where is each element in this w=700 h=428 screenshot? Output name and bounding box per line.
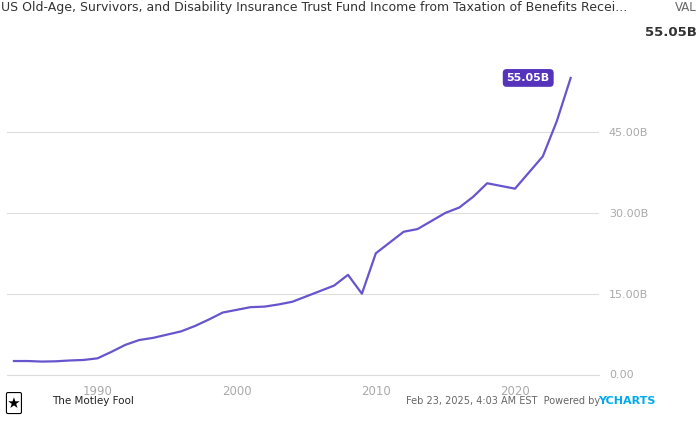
Text: VAL: VAL (675, 1, 696, 14)
Text: 55.05B: 55.05B (507, 73, 550, 83)
Text: US Old-Age, Survivors, and Disability Insurance Trust Fund Income from Taxation : US Old-Age, Survivors, and Disability In… (1, 1, 628, 14)
Text: The Motley Fool: The Motley Fool (52, 396, 134, 406)
Text: YCHARTS: YCHARTS (598, 396, 656, 406)
Text: 🃏: 🃏 (4, 392, 24, 414)
Text: Feb 23, 2025, 4:03 AM EST  Powered by: Feb 23, 2025, 4:03 AM EST Powered by (406, 396, 603, 406)
Text: 55.05B: 55.05B (645, 26, 696, 39)
